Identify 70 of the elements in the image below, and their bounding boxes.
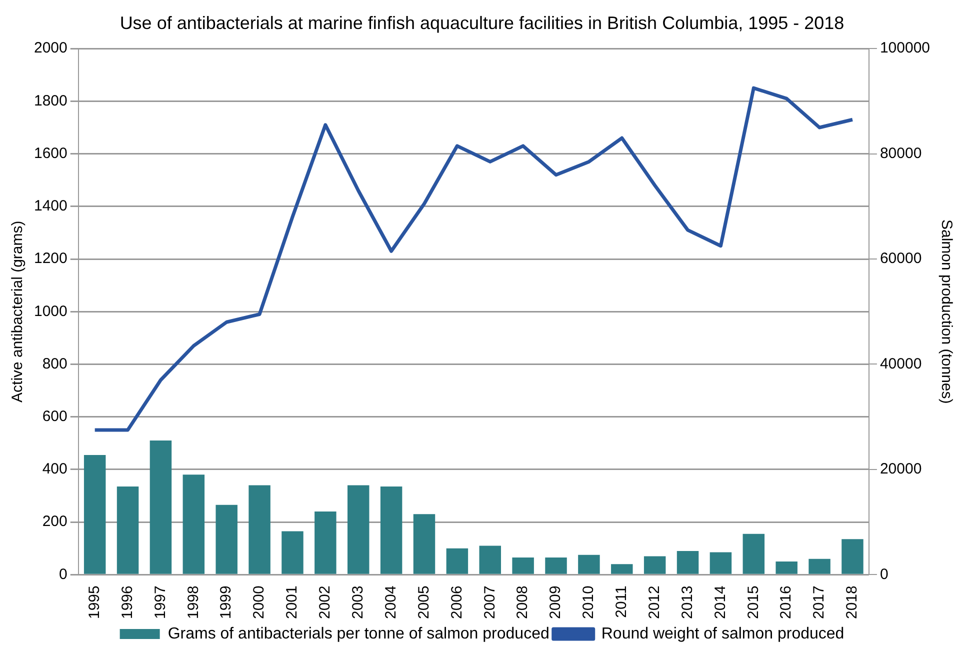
x-tick-label: 2003 [350, 586, 367, 620]
bar [182, 474, 205, 574]
y-tick-label: 1400 [34, 198, 68, 215]
y2-tick-label: 40000 [880, 355, 922, 372]
chart-title: Use of antibacterials at marine finfish aquaculture facilities in British Columbia, 1995 - 2018 [120, 12, 844, 33]
x-tick-label: 2015 [744, 586, 762, 620]
bar [545, 558, 567, 574]
bar [413, 514, 436, 574]
x-tick-label: 2000 [250, 586, 268, 620]
x-tick-label: 2007 [481, 586, 498, 620]
bar [216, 504, 238, 574]
y2-tick-label: 0 [880, 566, 888, 583]
bar [479, 546, 501, 574]
x-tick-label: 2008 [514, 586, 532, 620]
x-tick-label: 2016 [778, 586, 795, 620]
bar [710, 552, 732, 574]
y2-tick-label: 100000 [880, 40, 930, 57]
bar [611, 564, 633, 574]
x-tick-label: 2002 [316, 586, 334, 620]
x-tick-label: 1998 [184, 586, 202, 620]
bar [676, 550, 699, 574]
y-axis-title: Active antibacterial (grams) [9, 220, 26, 402]
x-tick-label: 2006 [448, 586, 466, 620]
bar [776, 561, 798, 574]
y-tick-label: 200 [42, 513, 68, 530]
y2-axis-title: Salmon production (tonnes) [938, 219, 955, 404]
y-tick-label: 1200 [34, 250, 68, 268]
bar [446, 548, 468, 574]
bar [84, 454, 106, 574]
bar [842, 539, 864, 574]
bar [742, 534, 765, 574]
y-tick-label: 1000 [34, 302, 68, 320]
x-tick-label: 2017 [810, 586, 828, 620]
bar [380, 486, 402, 574]
bar [314, 512, 336, 574]
y-tick-label: 1800 [34, 92, 68, 110]
x-tick-label: 1997 [152, 586, 169, 620]
legend-label: Grams of antibacterials per tonne of salmon produced [168, 625, 550, 642]
bar [808, 558, 830, 574]
x-tick-label: 2005 [415, 586, 432, 620]
bar [248, 485, 270, 574]
y-tick-label: 2000 [34, 40, 68, 57]
bar [116, 486, 139, 574]
y2-tick-label: 80000 [880, 144, 922, 162]
x-tick-label: 2014 [712, 586, 729, 620]
y-tick-label: 0 [59, 566, 68, 583]
x-tick-label: 1999 [218, 586, 235, 620]
x-tick-label: 1996 [118, 586, 136, 620]
bar [512, 558, 534, 574]
x-tick-label: 2004 [382, 586, 400, 620]
x-tick-label: 2001 [284, 586, 301, 620]
y-tick-label: 600 [42, 408, 68, 425]
y-tick-label: 400 [42, 460, 68, 478]
y2-tick-label: 60000 [880, 250, 922, 268]
x-tick-label: 2011 [613, 586, 630, 618]
bar [150, 440, 172, 574]
bar [282, 531, 304, 574]
legend-label: Round weight of salmon produced [601, 625, 844, 642]
bar [347, 485, 370, 574]
x-tick-label: 2009 [547, 586, 564, 620]
x-tick-label: 2010 [580, 586, 598, 620]
x-tick-label: 2018 [844, 586, 861, 620]
x-tick-label: 2013 [678, 586, 696, 620]
x-tick-label: 2012 [646, 586, 663, 620]
bar [578, 554, 600, 574]
y2-tick-label: 20000 [880, 460, 922, 478]
bar [644, 556, 666, 574]
y-tick-label: 800 [42, 355, 68, 372]
x-tick-label: 1995 [86, 586, 103, 620]
y-tick-label: 1600 [34, 144, 68, 162]
